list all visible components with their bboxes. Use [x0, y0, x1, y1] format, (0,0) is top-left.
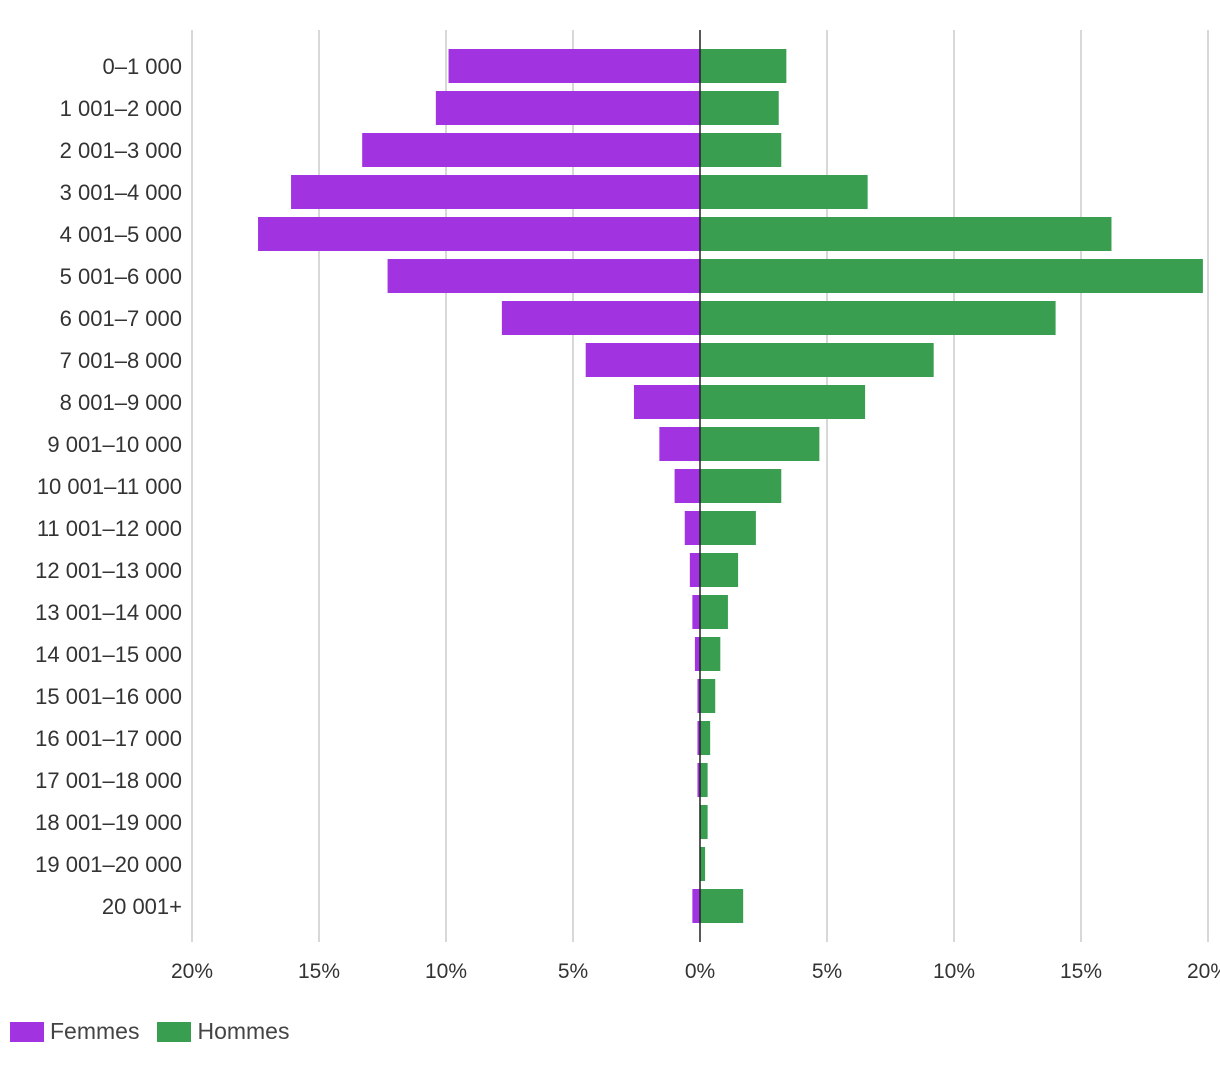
bar-femmes[interactable] — [585, 343, 700, 377]
category-label: 1 001–2 000 — [60, 96, 182, 121]
x-tick-label: 5% — [558, 960, 588, 983]
x-tick-label: 10% — [933, 960, 975, 983]
bar-hommes[interactable] — [700, 343, 934, 377]
legend-swatch-hommes — [157, 1021, 192, 1042]
category-label: 19 001–20 000 — [35, 852, 182, 877]
category-label: 18 001–19 000 — [35, 810, 182, 835]
bar-hommes[interactable] — [700, 49, 787, 83]
bar-hommes[interactable] — [700, 553, 739, 587]
legend-item-hommes[interactable]: Hommes — [157, 1018, 289, 1045]
category-label: 9 001–10 000 — [47, 432, 182, 457]
category-label: 20 001+ — [102, 894, 182, 919]
bar-femmes[interactable] — [435, 91, 700, 125]
bar-hommes[interactable] — [700, 133, 782, 167]
bar-hommes[interactable] — [700, 175, 868, 209]
x-tick-labels: 20% 15% 10% 5% 0% 5% 10% 15% 20% — [171, 960, 1220, 983]
category-label: 2 001–3 000 — [60, 138, 182, 163]
x-tick-label: 15% — [298, 960, 340, 983]
category-label: 17 001–18 000 — [35, 768, 182, 793]
bar-hommes[interactable] — [700, 469, 782, 503]
bar-hommes[interactable] — [700, 637, 721, 671]
x-tick-label: 10% — [425, 960, 467, 983]
bar-femmes[interactable] — [697, 721, 700, 755]
bar-femmes[interactable] — [684, 511, 700, 545]
bar-hommes[interactable] — [700, 763, 708, 797]
category-label: 13 001–14 000 — [35, 600, 182, 625]
category-label: 3 001–4 000 — [60, 180, 182, 205]
category-label: 8 001–9 000 — [60, 390, 182, 415]
bar-femmes[interactable] — [448, 49, 700, 83]
category-label: 12 001–13 000 — [35, 558, 182, 583]
category-label: 0–1 000 — [102, 54, 182, 79]
bar-hommes[interactable] — [700, 427, 820, 461]
bar-hommes[interactable] — [700, 805, 708, 839]
category-label: 6 001–7 000 — [60, 306, 182, 331]
x-tick-label: 5% — [812, 960, 842, 983]
category-label: 10 001–11 000 — [37, 474, 182, 499]
bar-femmes[interactable] — [633, 385, 700, 419]
bar-hommes[interactable] — [700, 217, 1112, 251]
x-tick-label: 20% — [1187, 960, 1220, 983]
bar-femmes[interactable] — [258, 217, 700, 251]
bar-femmes[interactable] — [387, 259, 700, 293]
bar-femmes[interactable] — [694, 637, 700, 671]
bar-hommes[interactable] — [700, 679, 716, 713]
bar-femmes[interactable] — [697, 679, 700, 713]
bar-hommes[interactable] — [700, 847, 706, 881]
bar-femmes[interactable] — [697, 763, 700, 797]
bar-femmes[interactable] — [291, 175, 700, 209]
bar-hommes[interactable] — [700, 91, 779, 125]
bar-femmes[interactable] — [674, 469, 700, 503]
bars — [258, 49, 1203, 923]
category-labels: 0–1 000 1 001–2 000 2 001–3 000 3 001–4 000… — [35, 54, 182, 919]
category-label: 5 001–6 000 — [60, 264, 182, 289]
bar-femmes[interactable] — [692, 595, 700, 629]
category-label: 14 001–15 000 — [35, 642, 182, 667]
category-label: 7 001–8 000 — [60, 348, 182, 373]
bar-femmes[interactable] — [692, 889, 700, 923]
bar-hommes[interactable] — [700, 595, 728, 629]
category-label: 16 001–17 000 — [35, 726, 182, 751]
legend: Femmes Hommes — [10, 1018, 289, 1045]
x-tick-label: 20% — [171, 960, 213, 983]
legend-label-femmes: Femmes — [50, 1018, 140, 1044]
legend-item-femmes[interactable]: Femmes — [10, 1018, 139, 1045]
legend-label-hommes: Hommes — [197, 1018, 290, 1044]
bar-hommes[interactable] — [700, 721, 711, 755]
bar-hommes[interactable] — [700, 889, 744, 923]
category-label: 15 001–16 000 — [35, 684, 182, 709]
category-label: 4 001–5 000 — [60, 222, 182, 247]
x-tick-label: 0% — [685, 960, 715, 983]
bar-femmes[interactable] — [659, 427, 700, 461]
bar-hommes[interactable] — [700, 511, 756, 545]
legend-swatch-femmes — [10, 1021, 44, 1042]
bar-hommes[interactable] — [700, 385, 866, 419]
bar-femmes[interactable] — [501, 301, 700, 335]
bar-femmes[interactable] — [362, 133, 700, 167]
bar-femmes[interactable] — [689, 553, 700, 587]
category-label: 11 001–12 000 — [37, 516, 182, 541]
x-tick-label: 15% — [1060, 960, 1102, 983]
bar-hommes[interactable] — [700, 301, 1056, 335]
bar-hommes[interactable] — [700, 259, 1203, 293]
